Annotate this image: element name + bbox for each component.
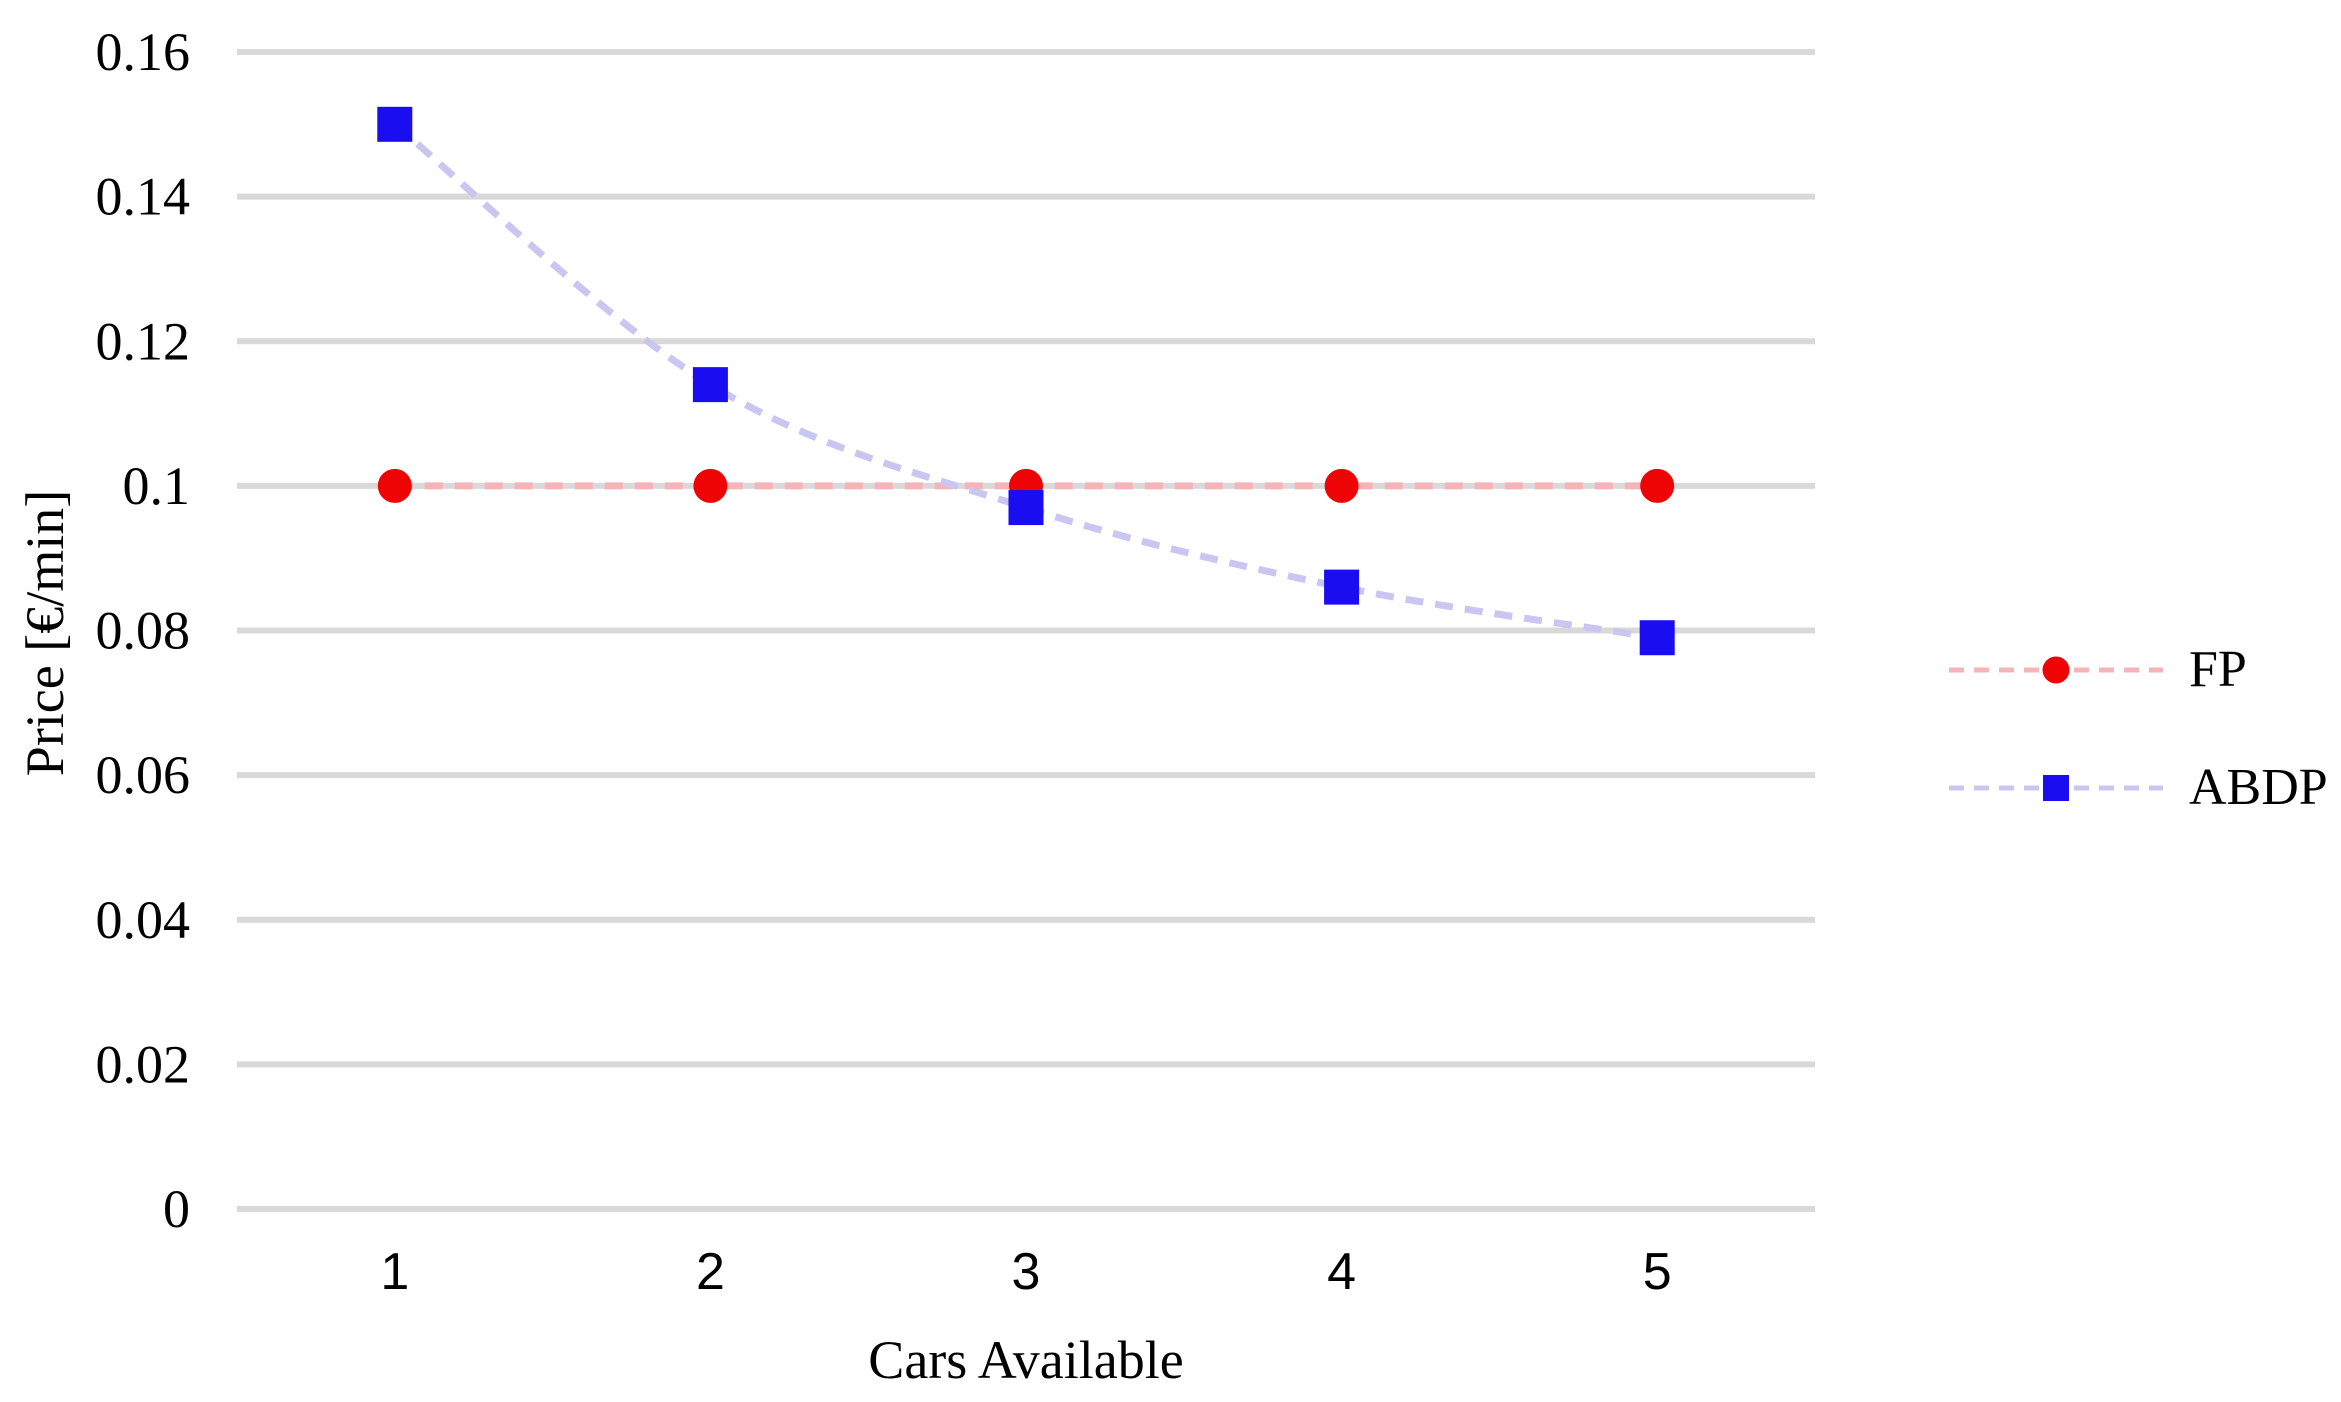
x-tick-label: 3 (1012, 1243, 1041, 1301)
y-tick-label: 0.1 (123, 456, 191, 516)
y-tick-label: 0.16 (96, 22, 191, 82)
marker-abdp-4 (1324, 569, 1360, 605)
legend-label-abdp: ABDP (2189, 759, 2328, 816)
fp-legend-swatch (1949, 656, 2163, 684)
y-tick-label: 0.06 (96, 745, 191, 805)
x-tick-label: 4 (1327, 1243, 1356, 1301)
marker-abdp-3 (1008, 490, 1044, 526)
series-line-abdp (392, 121, 1658, 642)
y-tick-label: 0 (163, 1179, 190, 1239)
marker-fp-1 (377, 468, 412, 503)
x-tick-label: 2 (696, 1243, 725, 1301)
marker-abdp-2 (692, 367, 728, 403)
marker-abdp-1 (377, 106, 413, 142)
legend-label-fp: FP (2189, 641, 2247, 698)
x-tick-label: 1 (380, 1243, 409, 1301)
y-tick-label: 0.08 (96, 601, 191, 661)
legend-item-abdp: ABDP (1947, 758, 2328, 818)
y-axis-title: Price [€/min] (15, 489, 75, 777)
marker-fp-5 (1640, 468, 1675, 503)
legend-item-fp: FP (1947, 640, 2247, 700)
y-tick-label: 0.04 (96, 890, 191, 950)
y-tick-label: 0.02 (96, 1034, 191, 1094)
fp-legend-marker-circle (2042, 656, 2070, 684)
y-tick-label: 0.12 (96, 311, 191, 371)
x-axis-title: Cars Available (868, 1330, 1184, 1390)
marker-fp-4 (1324, 468, 1359, 503)
marker-fp-2 (693, 468, 728, 503)
abdp-legend-swatch (1949, 775, 2163, 801)
x-tick-label: 5 (1643, 1243, 1672, 1301)
marker-abdp-5 (1639, 620, 1675, 656)
y-tick-label: 0.14 (96, 167, 191, 227)
abdp-legend-marker-square (2043, 775, 2069, 801)
